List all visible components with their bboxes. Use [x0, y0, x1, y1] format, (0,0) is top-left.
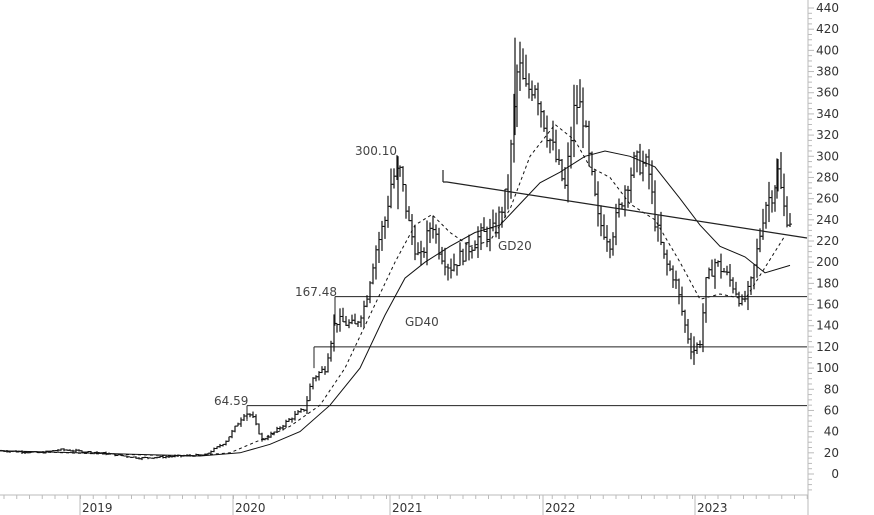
gd20-line	[0, 123, 786, 457]
y-tick-label: 280	[816, 170, 839, 184]
y-tick-label: 0	[831, 467, 839, 481]
moving-averages	[0, 123, 791, 457]
x-tick-label: 2019	[82, 501, 113, 515]
annotation-label: GD40	[405, 315, 439, 329]
x-axis: 2019 2020 2021 2022 2023	[0, 494, 808, 515]
y-tick-label: 380	[816, 65, 839, 79]
annotations: 300.10 167.48 64.59 GD20 GD40	[214, 144, 532, 408]
gd40-line	[0, 150, 791, 457]
y-tick-label: 320	[816, 128, 839, 142]
ohlc-bars	[0, 37, 792, 461]
y-tick-label: 440	[816, 1, 839, 15]
y-tick-label: 40	[824, 425, 839, 439]
y-tick-label: 160	[816, 298, 839, 312]
y-tick-label: 300	[816, 149, 839, 163]
x-tick-label: 2022	[545, 501, 576, 515]
annotation-label: 167.48	[295, 285, 337, 299]
annotation-label: 300.10	[355, 144, 397, 158]
y-axis: 0 20 40 60 80 100 120 140 160 180 200 220 240 260 280 3…	[807, 0, 839, 515]
y-tick-label: 60	[824, 403, 839, 417]
y-tick-label: 120	[816, 340, 839, 354]
trendline	[442, 170, 808, 239]
y-tick-label: 420	[816, 22, 839, 36]
y-tick-label: 100	[816, 361, 839, 375]
horizontal-levels	[246, 296, 807, 422]
y-tick-label: 240	[816, 213, 839, 227]
y-tick-label: 340	[816, 107, 839, 121]
y-tick-label: 400	[816, 43, 839, 57]
y-tick-label: 220	[816, 234, 839, 248]
y-tick-label: 180	[816, 276, 839, 290]
y-tick-label: 20	[824, 446, 839, 460]
y-tick-label: 260	[816, 192, 839, 206]
y-tick-label: 200	[816, 255, 839, 269]
x-tick-label: 2020	[235, 501, 266, 515]
y-tick-label: 140	[816, 319, 839, 333]
x-tick-label: 2021	[392, 501, 423, 515]
y-tick-label: 360	[816, 86, 839, 100]
support-trendline	[443, 181, 808, 239]
y-tick-label: 80	[824, 382, 839, 396]
x-tick-label: 2023	[697, 501, 728, 515]
annotation-label: 64.59	[214, 394, 248, 408]
annotation-label: GD20	[498, 239, 532, 253]
